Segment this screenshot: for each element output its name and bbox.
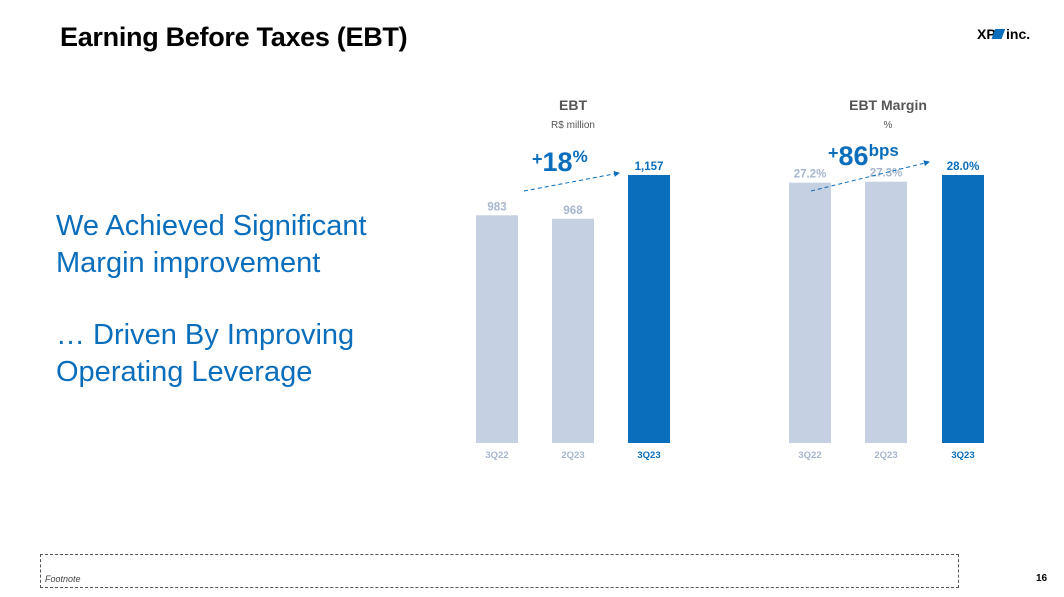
footnote: Footnote	[45, 574, 81, 584]
chart-title-margin: EBT Margin	[849, 97, 927, 113]
headline-line-2: Margin improvement	[56, 247, 321, 279]
growth-annotation-ebt: +18%	[532, 147, 588, 177]
growth-annotation-margin: +86bps	[828, 141, 899, 171]
logo-xp-text: XP	[977, 26, 996, 42]
xp-logo: XP inc.	[977, 26, 1030, 42]
bar-ebt-2q23	[552, 218, 594, 443]
category-label-ebt-2q23: 2Q23	[561, 450, 584, 461]
growth-arrow-ebt	[523, 170, 620, 192]
bar-ebt-3q23	[628, 175, 670, 443]
value-label-ebt-2q23: 968	[563, 205, 583, 217]
chart-subtitle-ebt: R$ million	[551, 120, 595, 131]
logo-inc-text: inc.	[1006, 26, 1030, 42]
chart-ebt: EBT R$ million 983 3Q22 968 2Q23 1,157 3Q23 +18%	[476, 97, 670, 461]
value-label-margin-3q23: 28.0%	[947, 161, 980, 173]
logo-blue-slash	[991, 29, 1006, 39]
category-label-margin-3q22: 3Q22	[798, 450, 821, 461]
footnote-box: Footnote	[40, 554, 959, 588]
chart-subtitle-margin: %	[884, 120, 893, 131]
category-label-ebt-3q23: 3Q23	[637, 450, 660, 461]
growth-arrow-margin	[810, 160, 930, 192]
chart-title-ebt: EBT	[559, 97, 587, 113]
value-label-margin-2q23: 27.3%	[870, 168, 903, 180]
bar-margin-3q22	[789, 182, 831, 443]
category-label-ebt-3q22: 3Q22	[485, 450, 508, 461]
headline-line-3: … Driven By Improving	[56, 319, 355, 351]
headline: We Achieved Significant Margin improveme…	[56, 208, 436, 391]
bar-margin-2q23	[865, 181, 907, 443]
page-title: Earning Before Taxes (EBT)	[60, 22, 408, 52]
value-label-ebt-3q23: 1,157	[635, 161, 664, 173]
headline-line-4: Operating Leverage	[56, 356, 313, 388]
headline-line-1: We Achieved Significant	[56, 210, 367, 242]
category-label-margin-2q23: 2Q23	[874, 450, 897, 461]
chart-margin: EBT Margin% 27.2% 3Q22 27.3% 2Q23 28.0% 3Q23 +8…	[789, 97, 984, 461]
value-label-ebt-3q22: 983	[487, 201, 506, 213]
bar-ebt-3q22	[476, 215, 518, 443]
value-label-margin-3q22: 27.2%	[794, 169, 827, 181]
page-number: 16	[1036, 573, 1048, 584]
category-label-margin-3q23: 3Q23	[951, 450, 974, 461]
bar-margin-3q23	[942, 175, 984, 443]
